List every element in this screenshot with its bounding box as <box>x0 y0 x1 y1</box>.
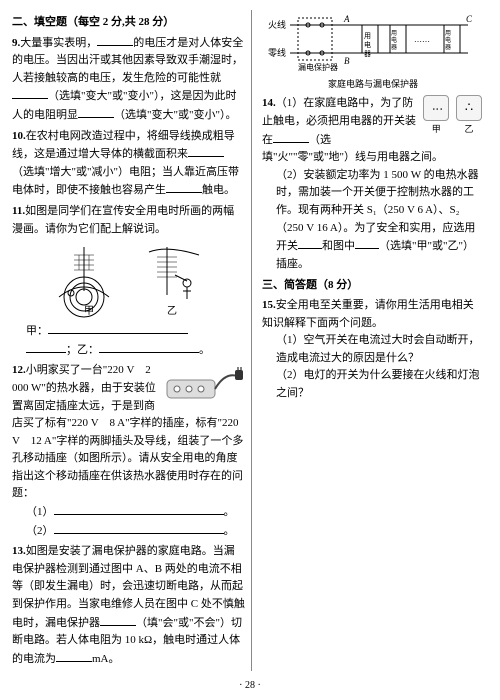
two-column-layout: 二、填空题（每空 2 分,共 28 分） 9.大量事实表明，的电压才是对人体安全… <box>12 10 488 671</box>
q15-num: 15. <box>262 299 276 311</box>
question-9: 9.大量事实表明，的电压才是对人体安全的电压。当因出汗或其他因素导致双手潮湿时，… <box>12 34 245 125</box>
blank <box>188 145 224 157</box>
q11-text-a: 如图是同学们在宣传安全用电时所画的两幅漫画。请你为它们配上解说词。 <box>12 205 234 235</box>
question-15: 15.安全用电至关重要，请你用生活用电相关知识解释下面两个问题。 （1）空气开关… <box>262 297 484 403</box>
svg-text:火线: 火线 <box>268 19 286 30</box>
question-11: 11.如图是同学们在宣传安全用电时所画的两幅漫画。请你为它们配上解说词。 <box>12 203 245 359</box>
q12-item1: （1） <box>26 506 54 518</box>
svg-text:用: 用 <box>364 32 371 40</box>
blank <box>78 106 114 118</box>
svg-text:漏电保护器: 漏电保护器 <box>298 62 338 72</box>
blank <box>355 237 379 249</box>
q10-text-b: 触电。 <box>202 184 235 196</box>
section3-title: 三、简答题（8 分） <box>262 277 484 295</box>
q11-images: 甲 乙 <box>12 242 245 318</box>
svg-text:器: 器 <box>445 44 451 51</box>
circuit-icon: 火线 零线 漏电保护器 A B C 用电器 用电器 …… 用电器 <box>268 14 478 76</box>
svg-text:……: …… <box>414 35 430 44</box>
q15-text-a: 安全用电至关重要，请你用生活用电相关知识解释下面两个问题。 <box>262 299 474 329</box>
svg-text:零线: 零线 <box>268 47 286 58</box>
right-column: 火线 零线 漏电保护器 A B C 用电器 用电器 …… 用电器 家庭电路与漏电… <box>260 10 484 671</box>
section2-title: 二、填空题（每空 2 分,共 28 分） <box>12 14 245 32</box>
svg-text:电: 电 <box>391 36 397 44</box>
cartoon-pair-icon: 甲 乙 <box>39 242 219 318</box>
q14-sockets: 甲 乙 <box>421 95 484 139</box>
q11-answers: 甲： ；乙：。 <box>12 322 245 359</box>
svg-text:电: 电 <box>364 40 371 49</box>
page-number: · 28 · <box>239 678 261 694</box>
socket-two-icon <box>423 95 449 121</box>
q14-part2: （2）安装额定功率为 1 500 W 的电热水器时，需加装一个开关便于控制热水器… <box>262 167 484 274</box>
jia-label: 甲 <box>84 306 94 317</box>
blank <box>166 181 202 193</box>
left-column: 二、填空题（每空 2 分,共 28 分） 9.大量事实表明，的电压才是对人体安全… <box>12 10 252 671</box>
q14-yi: 乙 <box>454 122 484 136</box>
q9-hint2: （选填"变大"或"变小"）。 <box>114 109 236 121</box>
svg-text:用: 用 <box>445 30 451 37</box>
blank <box>48 322 188 334</box>
question-12: 12.小明家买了一台"220 V 2 000 W"的热水器，由于安装位置离固定插… <box>12 362 245 540</box>
q11-jia: 甲： <box>26 325 48 337</box>
socket-three-icon <box>456 95 482 121</box>
question-14: 甲 乙 14.（1）在家庭电路中，为了防止触电，必须把用电器的开关装在（选填"火… <box>262 95 484 273</box>
svg-text:电: 电 <box>445 36 451 44</box>
yi-label: 乙 <box>167 305 177 317</box>
svg-text:C: C <box>466 14 473 24</box>
blank <box>56 650 92 662</box>
q12-items: （1）。 （2）。 <box>12 503 245 540</box>
svg-text:B: B <box>344 56 350 66</box>
blank <box>273 131 309 143</box>
question-10: 10.在农村电网改造过程中，将细导线换成粗导线，这是通过增大导体的横截面积来（选… <box>12 128 245 200</box>
q15-item2: （2）电灯的开关为什么要接在火线和灯泡之间？ <box>276 367 484 402</box>
blank <box>298 237 322 249</box>
q15-item1: （1）空气开关在电流过大时会自动断开，造成电流过大的原因是什么？ <box>276 332 484 367</box>
blank <box>99 341 199 353</box>
q14-num: 14. <box>262 97 276 109</box>
blank <box>12 87 48 99</box>
q12-image <box>165 362 245 406</box>
q11-num: 11. <box>12 205 25 217</box>
q15-items: （1）空气开关在电流过大时会自动断开，造成电流过大的原因是什么？ （2）电灯的开… <box>262 332 484 402</box>
q9-num: 9. <box>12 37 20 49</box>
circuit-caption: 家庭电路与漏电保护器 <box>262 77 484 91</box>
q11-yi: ；乙： <box>66 344 99 356</box>
svg-text:A: A <box>343 14 350 24</box>
circuit-diagram: 火线 零线 漏电保护器 A B C 用电器 用电器 …… 用电器 家庭电路与漏电… <box>262 14 484 91</box>
q14-jia: 甲 <box>421 122 451 136</box>
svg-text:器: 器 <box>364 50 371 58</box>
blank <box>100 614 136 626</box>
q10-num: 10. <box>12 130 26 142</box>
q14-text-c: 和图中 <box>322 240 355 252</box>
question-13: 13.如图是安装了漏电保护器的家庭电路。当漏电保护器检测到通过图中 A、B 两处… <box>12 543 245 668</box>
blank <box>54 522 224 534</box>
blank <box>26 341 66 353</box>
q12-item2: （2） <box>26 525 54 537</box>
q13-num: 13. <box>12 545 26 557</box>
power-strip-icon <box>165 362 245 406</box>
svg-text:用: 用 <box>391 30 397 37</box>
q13-unit: mA。 <box>92 653 120 665</box>
blank <box>54 503 224 515</box>
q9-text-a: 大量事实表明， <box>20 37 97 49</box>
blank <box>97 34 133 46</box>
q12-num: 12. <box>12 364 26 376</box>
svg-text:器: 器 <box>391 44 397 51</box>
